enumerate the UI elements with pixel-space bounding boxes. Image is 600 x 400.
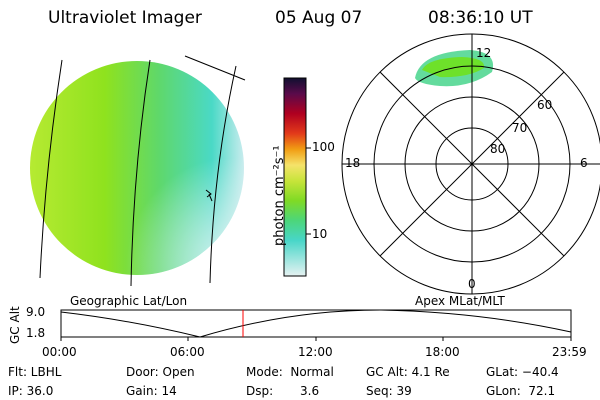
polar-grid bbox=[341, 33, 600, 295]
orbit-xtick: 12:00 bbox=[298, 345, 333, 359]
meridian-line bbox=[209, 65, 237, 284]
colorbar-gradient bbox=[283, 77, 307, 277]
mlt-label-right: 6 bbox=[580, 156, 588, 170]
colorbar bbox=[283, 77, 311, 277]
orbit-xtick: 18:00 bbox=[425, 345, 460, 359]
lat-label-80: 80 bbox=[490, 142, 506, 156]
glat-status: GLat: −40.4 bbox=[486, 365, 559, 379]
orbit-ylabel: GC Alt bbox=[8, 306, 22, 344]
gc-alt-status: GC Alt: 4.1 Re bbox=[366, 365, 450, 379]
door-status: Door: Open bbox=[126, 365, 195, 379]
meridian-line bbox=[39, 59, 63, 279]
geographic-image bbox=[30, 55, 246, 287]
colorbar-tick-label-10: 10 bbox=[312, 227, 328, 241]
latitude-line bbox=[184, 55, 246, 81]
gain-status: Gain: 14 bbox=[126, 384, 177, 398]
orbit-xtick: 00:00 bbox=[42, 345, 77, 359]
time-ticks bbox=[60, 337, 572, 341]
orbit-ytick-bottom: 1.8 bbox=[26, 326, 46, 340]
altitude-curve bbox=[60, 309, 572, 338]
polar-plot bbox=[341, 33, 600, 295]
sub-satellite-marker bbox=[205, 189, 213, 202]
date-label: 05 Aug 07 bbox=[275, 8, 363, 28]
filter-status: Flt: LBHL bbox=[8, 365, 62, 379]
orbit-plot-frame bbox=[60, 309, 572, 338]
glon-status: GLon: 72.1 bbox=[486, 384, 556, 398]
orbit-altitude-plot bbox=[60, 309, 572, 341]
instrument-title: Ultraviolet Imager bbox=[48, 8, 202, 28]
sequence-status: Seq: 39 bbox=[366, 384, 412, 398]
orbit-xtick: 23:59 bbox=[552, 345, 587, 359]
dsp-label: Dsp: bbox=[246, 384, 274, 398]
ip-status: IP: 36.0 bbox=[8, 384, 54, 398]
apex-projection-label: Apex MLat/MLT bbox=[415, 294, 505, 308]
geographic-grid-lines bbox=[39, 55, 246, 287]
lat-label-70: 70 bbox=[512, 121, 528, 135]
mlt-label-bottom: 0 bbox=[468, 277, 476, 291]
dsp-value: 3.6 bbox=[300, 384, 320, 398]
colorbar-tick-label-100: 100 bbox=[312, 140, 335, 154]
lat-label-60: 60 bbox=[537, 98, 553, 112]
mlt-label-left: 18 bbox=[345, 156, 361, 170]
orbit-xtick: 06:00 bbox=[170, 345, 205, 359]
orbit-ytick-top: 9.0 bbox=[26, 305, 46, 319]
mlt-label-top: 12 bbox=[476, 46, 492, 60]
time-label: 08:36:10 UT bbox=[428, 8, 533, 28]
meridian-line bbox=[130, 59, 151, 287]
mlt-line bbox=[379, 71, 565, 257]
mode-status: Mode: Normal bbox=[246, 365, 334, 379]
geographic-projection-label: Geographic Lat/Lon bbox=[70, 294, 188, 308]
